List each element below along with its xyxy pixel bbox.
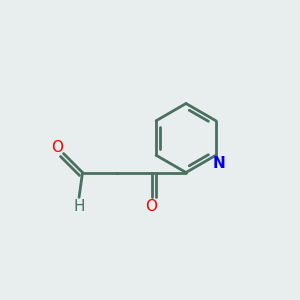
Text: O: O	[52, 140, 64, 155]
Text: H: H	[73, 200, 85, 214]
Text: N: N	[212, 156, 225, 171]
Text: O: O	[146, 200, 158, 214]
